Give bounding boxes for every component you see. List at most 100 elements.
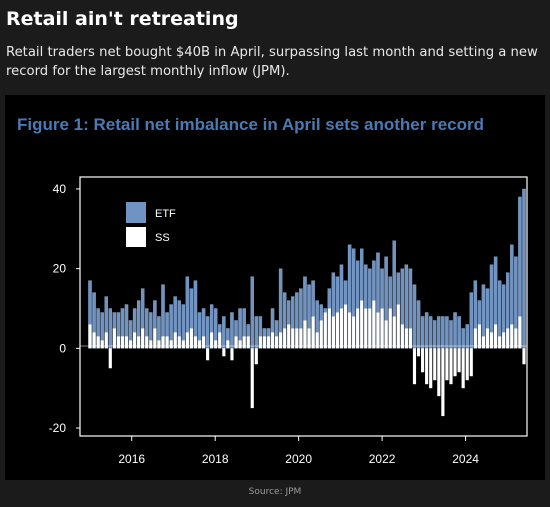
etf-bar [242, 308, 246, 349]
ss-bar [307, 328, 311, 349]
ss-bar [153, 328, 157, 349]
ss-bar [319, 320, 323, 349]
headline: Retail ain't retreating [6, 8, 239, 30]
ss-bar [412, 348, 417, 385]
etf-bar [412, 284, 417, 349]
ss-bar [92, 332, 96, 349]
ss-bar [287, 324, 291, 349]
etf-bar [120, 308, 125, 349]
ss-bar [270, 332, 275, 349]
etf-bar [461, 328, 465, 349]
y-tick-label: -20 [49, 421, 67, 435]
ss-bar [514, 328, 518, 349]
x-tick-label: 2020 [285, 452, 312, 466]
x-tick-label: 2022 [369, 452, 396, 466]
etf-bar [145, 308, 149, 349]
ss-bar [473, 328, 477, 349]
chart-panel: Figure 1: Retail net imbalance in April … [5, 95, 545, 480]
ss-bar [96, 336, 100, 349]
ss-bar [137, 336, 141, 349]
ss-bar [449, 348, 453, 385]
ss-bar [352, 316, 356, 349]
ss-bar [218, 332, 222, 349]
x-tick-label: 2018 [202, 452, 229, 466]
ss-bar [360, 300, 364, 349]
ss-bar [437, 348, 441, 397]
etf-bar [157, 316, 161, 349]
etf-bar [96, 308, 100, 349]
ss-bar [376, 312, 380, 349]
etf-bar [205, 316, 210, 349]
ss-bar [197, 340, 202, 349]
etf-bar [445, 316, 449, 349]
ss-bar [339, 308, 344, 349]
etf-bar [457, 316, 461, 349]
subtitle: Retail traders net bought $40B in April,… [6, 45, 538, 79]
ss-bar [128, 340, 133, 349]
legend-label-ss: SS [155, 232, 170, 244]
ss-bar [165, 336, 169, 349]
ss-bar [522, 348, 526, 365]
ss-bar [425, 348, 429, 385]
ss-bar [193, 336, 198, 349]
etf-bar [497, 280, 502, 349]
ss-bar [149, 340, 153, 349]
ss-bar [311, 316, 315, 349]
etf-bar [222, 316, 226, 349]
ss-bar [421, 348, 425, 373]
ss-bar [177, 336, 181, 349]
etf-bar [124, 304, 129, 349]
legend-swatch-ss [126, 227, 146, 247]
etf-bar [274, 320, 279, 349]
etf-bar [424, 312, 429, 349]
ss-bar [331, 316, 335, 349]
ss-bar [518, 316, 522, 349]
ss-bar [291, 328, 295, 349]
ss-bar [100, 340, 104, 349]
ss-bar [226, 340, 230, 349]
ss-bar [441, 348, 445, 417]
etf-bar [136, 300, 141, 349]
ss-bar [469, 348, 473, 377]
plot-frame [79, 176, 528, 437]
ss-bar [201, 336, 206, 349]
ss-bar [502, 332, 506, 349]
ss-bar [303, 320, 307, 349]
ss-bar [250, 348, 254, 409]
ss-bar [396, 304, 400, 349]
ss-bar [465, 348, 469, 381]
ss-bar [408, 328, 413, 349]
chart: Figure 1: Retail net imbalance in April … [17, 115, 528, 466]
etf-bar [428, 316, 433, 349]
ss-bar [323, 312, 327, 349]
etf-bar [193, 280, 198, 349]
etf-bar [116, 312, 121, 349]
ss-bar [258, 336, 262, 349]
ss-bar [185, 332, 189, 349]
bars-group [88, 188, 526, 417]
etf-bar [437, 316, 441, 349]
etf-bar [453, 312, 457, 349]
etf-bar [177, 300, 181, 349]
etf-bar [250, 276, 254, 349]
ss-bar [181, 340, 185, 349]
ss-bar [108, 348, 112, 369]
ss-bar [157, 340, 161, 349]
ss-bar [141, 328, 145, 349]
ss-bar [234, 336, 238, 349]
etf-bar [522, 188, 526, 349]
etf-bar [449, 320, 453, 349]
legend-label-etf: ETF [155, 208, 176, 220]
ss-bar [384, 320, 388, 349]
ss-bar [214, 340, 218, 349]
ss-bar [364, 308, 368, 349]
ss-bar [206, 348, 210, 361]
ss-bar [279, 332, 283, 349]
ss-bar [295, 328, 299, 349]
etf-bar [165, 312, 169, 349]
etf-bar [189, 288, 194, 349]
ss-bar [400, 324, 404, 349]
ss-bar [246, 336, 250, 349]
y-tick-label: 40 [53, 182, 67, 196]
